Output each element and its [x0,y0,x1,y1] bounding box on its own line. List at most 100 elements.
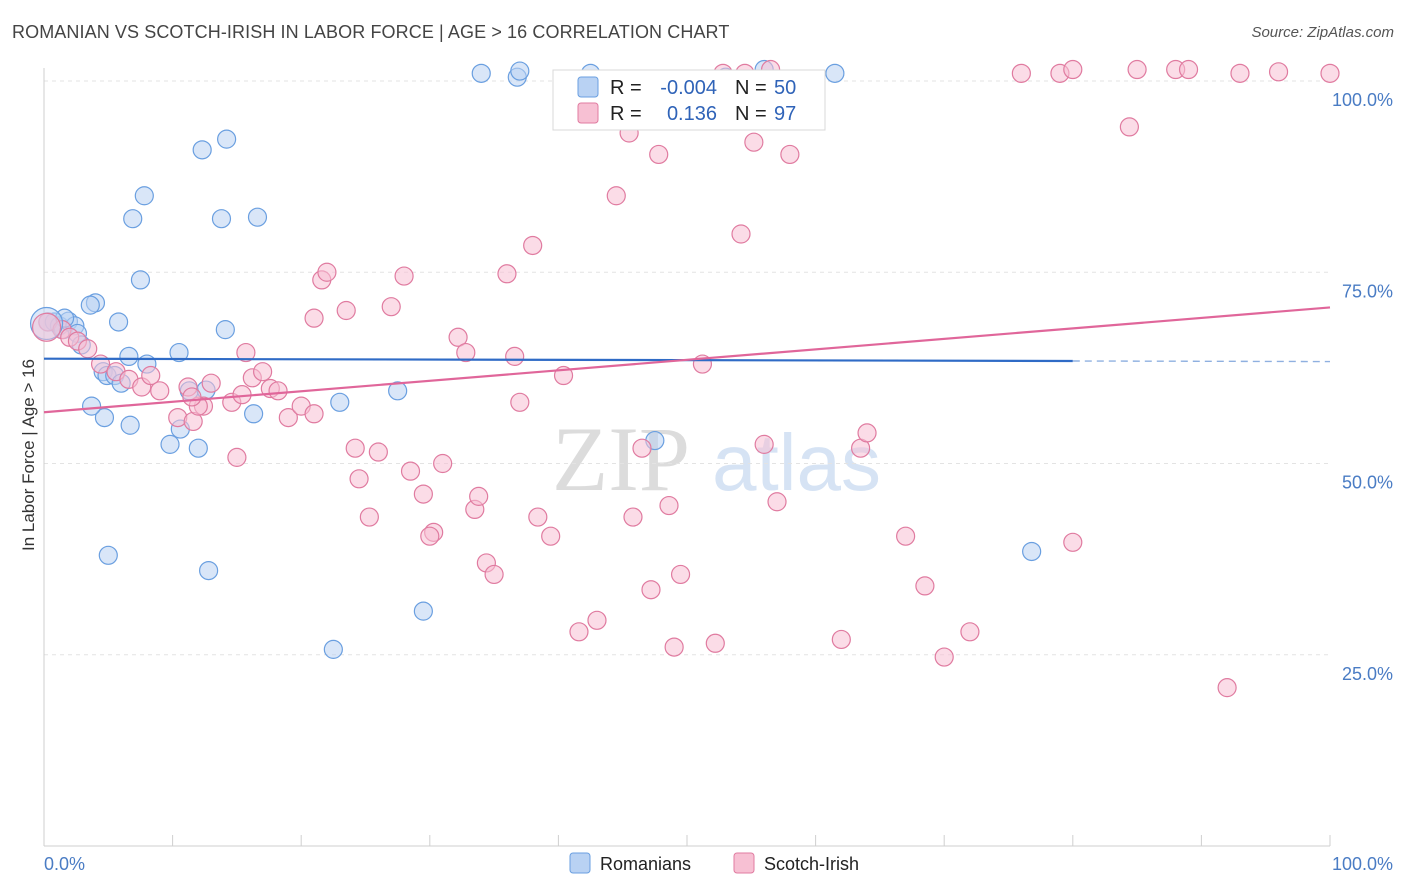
point-scotch-irish-68 [744,132,764,152]
point-scotch-irish-71 [754,434,774,454]
point-scotch-irish-43 [469,486,489,506]
legend-r-label-1: R = [610,77,642,99]
point-scotch-irish-58 [641,580,661,600]
point-scotch-irish-50 [541,526,561,546]
point-scotch-irish-61 [664,637,684,657]
point-romanians-49 [1022,541,1042,562]
data-points [29,59,1340,698]
point-scotch-irish-49 [523,235,543,256]
point-scotch-irish-81 [1063,59,1083,80]
point-scotch-irish-56 [623,507,643,527]
series-legend: Romanians Scotch-Irish [569,852,859,874]
point-romanians-37 [244,404,264,424]
point-scotch-irish-29 [336,300,356,321]
point-scotch-irish-30 [345,438,365,458]
point-scotch-irish-83 [1127,59,1147,80]
legend-n-label-1: N = [735,77,767,99]
point-scotch-irish-21 [253,362,273,382]
point-scotch-irish-96 [1217,678,1237,698]
point-romanians-35 [98,545,118,565]
point-scotch-irish-95 [1063,532,1083,552]
point-scotch-irish-53 [587,610,607,630]
legend-r-label-2: R = [610,103,642,125]
point-scotch-irish-4 [78,339,98,359]
point-scotch-irish-19 [236,342,256,363]
y-tick-label-75: 75.0% [1342,281,1393,301]
bottom-legend-scotch-irish: Scotch-Irish [764,854,859,874]
point-scotch-irish-10 [150,381,170,401]
watermark-atlas: atlas [712,418,881,507]
point-scotch-irish-82 [1119,117,1139,137]
y-axis-title: In Labor Force | Age > 16 [19,359,38,551]
legend-n-label-2: N = [735,103,767,125]
point-scotch-irish-70 [767,492,787,512]
point-scotch-irish-90 [182,387,202,407]
point-scotch-irish-67 [731,224,751,244]
point-scotch-irish-39 [433,453,453,474]
point-scotch-irish-48 [510,392,530,412]
point-romanians-41 [323,639,343,659]
point-romanians-16 [119,346,139,366]
point-romanians-20 [123,209,143,229]
point-romanians-28 [215,320,235,340]
point-scotch-irish-60 [659,495,679,516]
point-romanians-38 [330,392,350,412]
point-romanians-11 [108,312,129,332]
point-scotch-irish-91 [304,404,324,424]
point-romanians-43 [471,63,491,83]
point-romanians-29 [160,434,180,454]
point-scotch-irish-89 [960,622,980,642]
point-scotch-irish-92 [227,447,247,467]
legend-r-value-romanians: -0.004 [660,77,717,99]
point-romanians-22 [192,140,212,160]
point-romanians-24 [211,209,232,229]
trend-lines [43,306,1331,414]
legend-swatch-scotch-irish [577,102,599,124]
legend-swatch-romanians [577,76,599,98]
bottom-legend-romanians: Romanians [600,854,691,874]
point-romanians-39 [388,381,408,401]
point-scotch-irish-26 [304,308,324,328]
bottom-legend-swatch-romanians [569,852,591,874]
x-tick-label-0: 0.0% [44,854,85,874]
point-romanians-18 [169,342,189,363]
point-scotch-irish-23 [268,381,288,401]
point-scotch-irish-52 [569,622,589,642]
point-scotch-irish-78 [934,647,954,667]
point-romanians-36 [199,560,219,581]
y-axis-tick-labels: 25.0% 50.0% 75.0% 100.0% [1332,90,1393,684]
point-romanians-19 [130,270,151,290]
point-scotch-irish-15 [201,373,221,393]
legend-n-value-romanians: 50 [774,77,796,99]
point-romanians-23 [217,129,237,149]
point-scotch-irish-88 [1320,63,1340,83]
point-scotch-irish-9 [141,365,161,386]
point-scotch-irish-94 [528,507,548,527]
point-romanians-25 [247,207,268,227]
point-scotch-irish-45 [484,564,504,585]
point-scotch-irish-33 [368,442,388,462]
point-romanians-40 [413,601,433,621]
point-scotch-irish-76 [896,526,916,546]
y-tick-label-50: 50.0% [1342,473,1393,493]
point-scotch-irish-64 [705,633,725,653]
point-scotch-irish-36 [400,461,421,481]
point-scotch-irish-24 [278,408,298,428]
point-scotch-irish-79 [1011,63,1031,83]
point-romanians-32 [120,415,140,435]
point-scotch-irish-31 [349,469,369,489]
point-romanians-31 [188,438,208,458]
point-scotch-irish-35 [394,266,414,286]
point-scotch-irish-28 [317,262,337,282]
point-romanians-48 [825,63,845,83]
trend-line-romanians [43,357,1073,363]
point-romanians-10 [80,295,100,315]
point-scotch-irish-47 [505,346,525,366]
point-scotch-irish-40 [448,327,468,347]
point-scotch-irish-72 [780,144,800,165]
point-scotch-irish-57 [632,438,652,458]
chart-title: ROMANIAN VS SCOTCH-IRISH IN LABOR FORCE … [12,22,730,42]
point-scotch-irish-87 [1230,63,1250,83]
point-scotch-irish-93 [420,526,440,546]
